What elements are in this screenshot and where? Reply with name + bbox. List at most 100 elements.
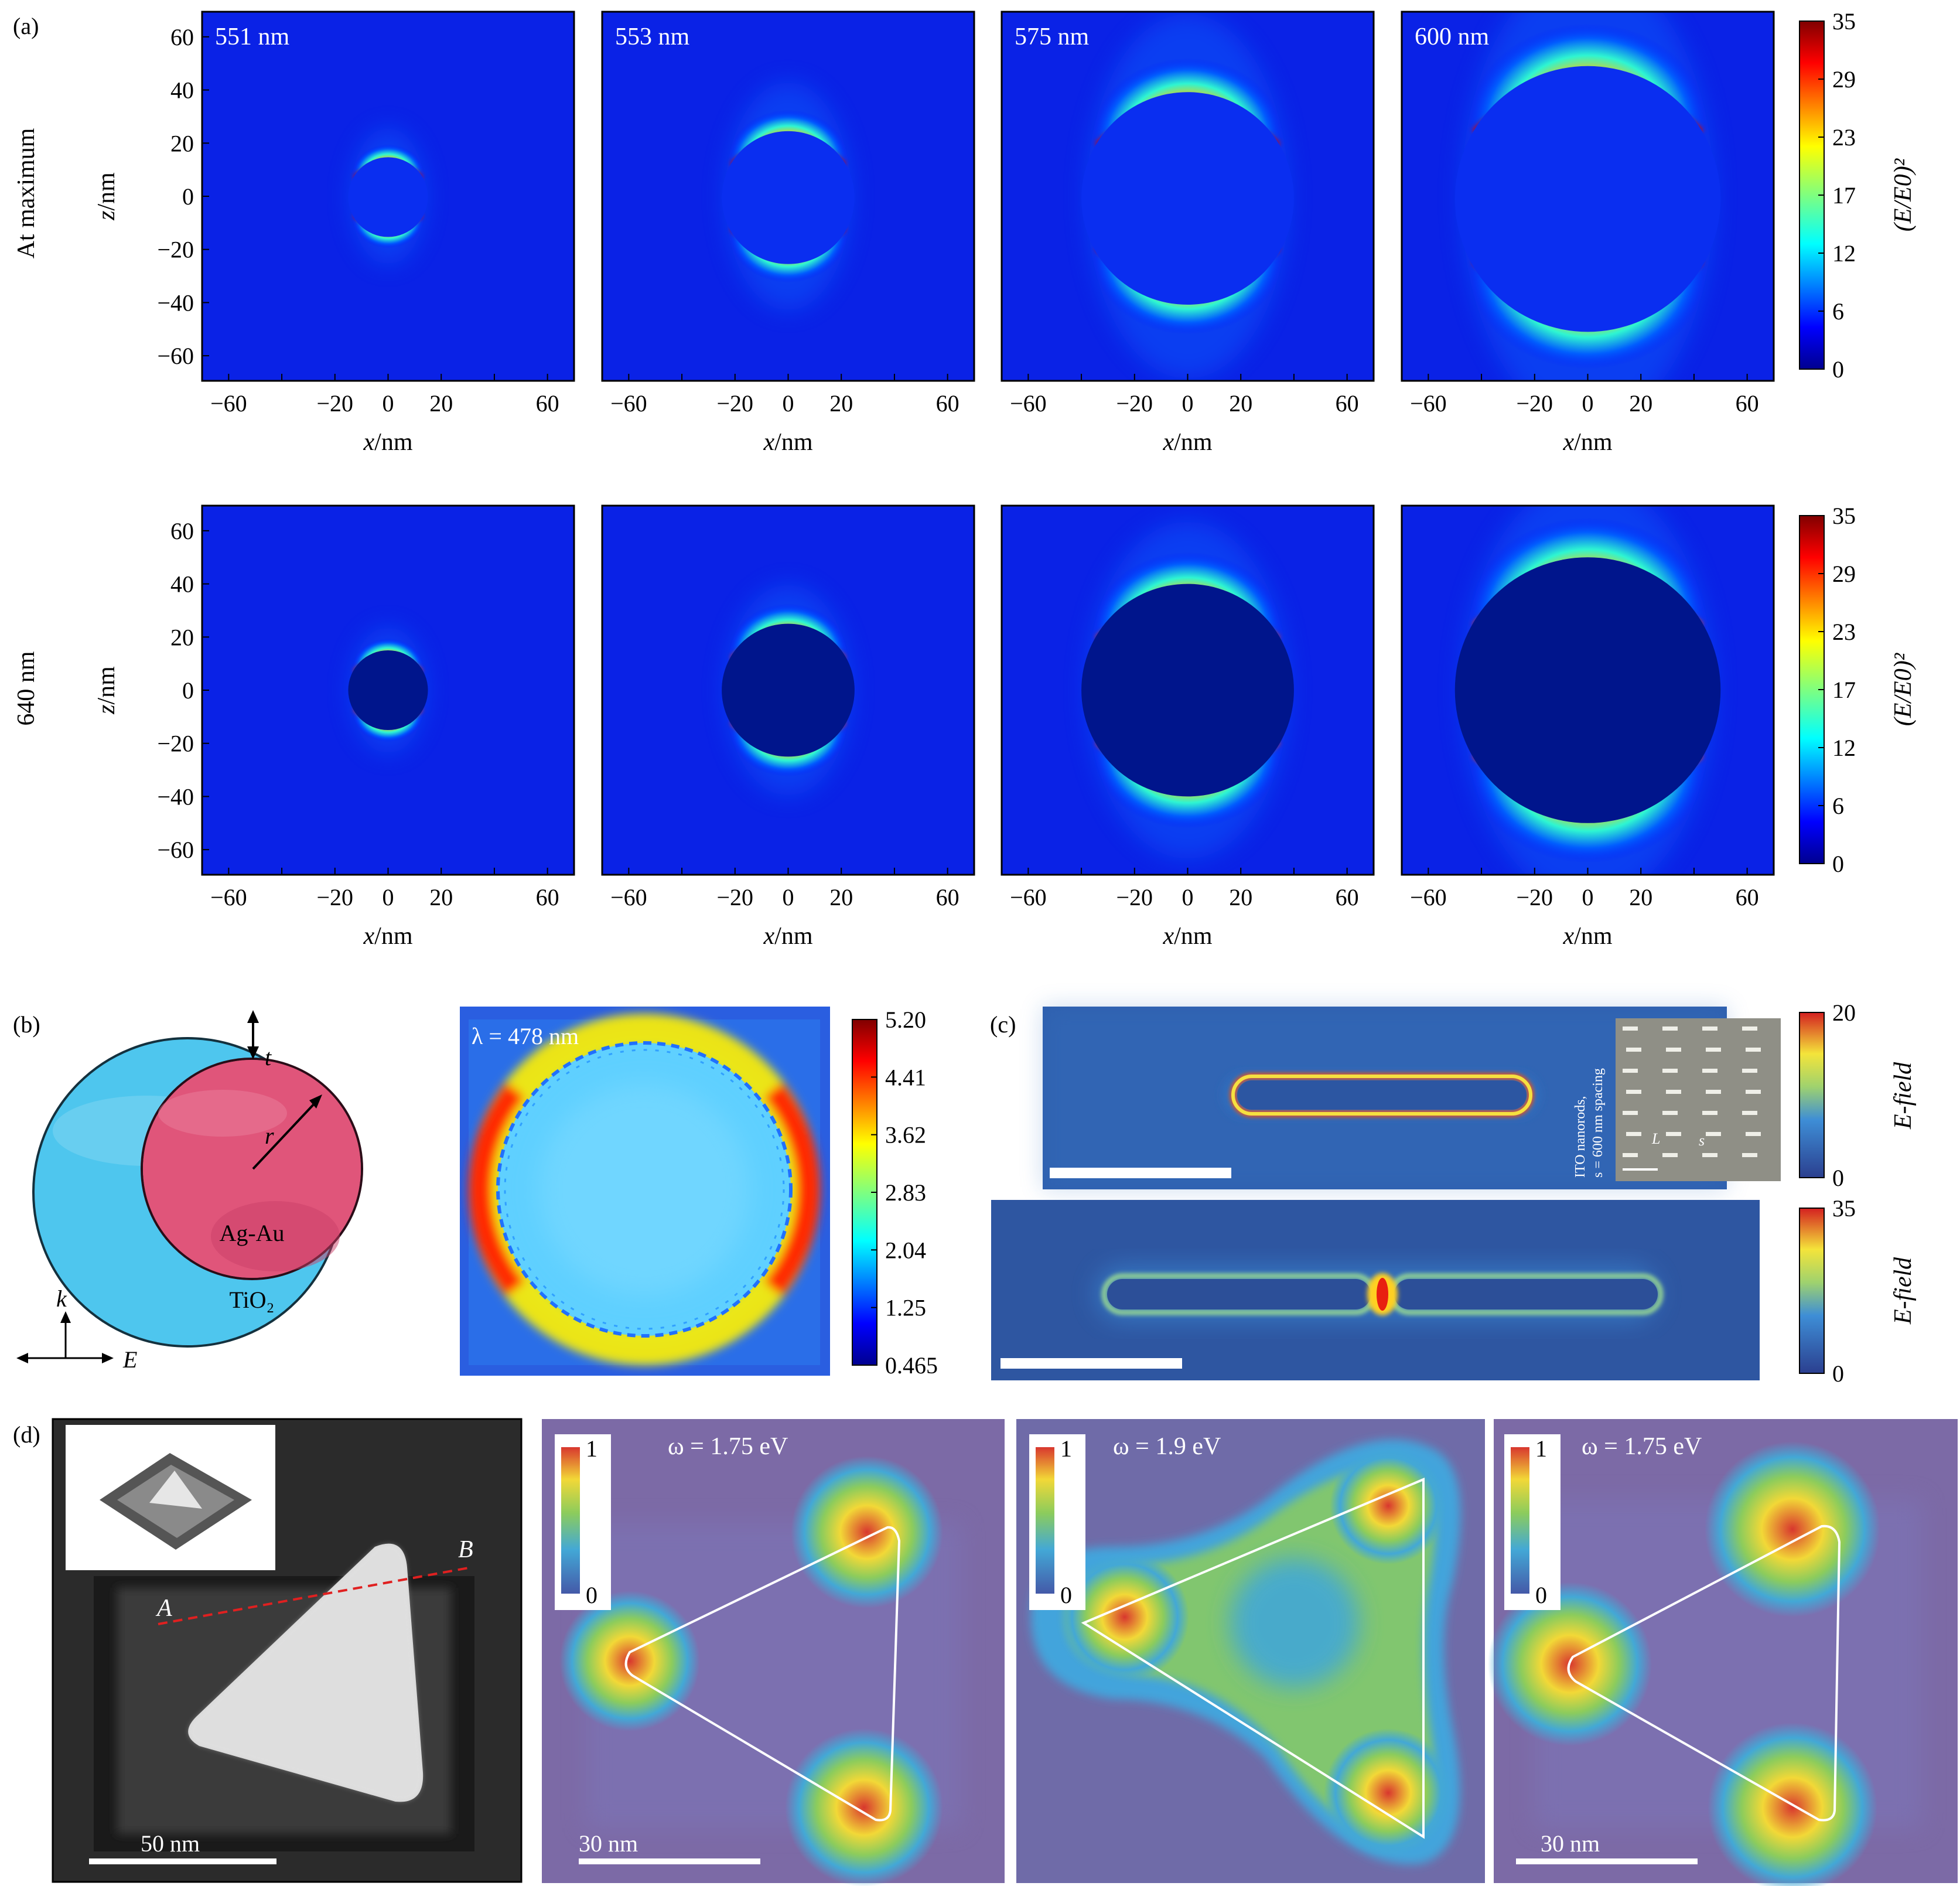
z-tick-label: −20: [157, 237, 194, 263]
x-tick-label: 0: [783, 390, 794, 417]
eels-colorbar-tick: 0: [586, 1582, 597, 1608]
column-label: 600 nm: [1415, 23, 1490, 50]
field-map-r2-c2: −60 −20 0 20 60 x/nm: [601, 504, 975, 950]
eels-colorbar-tick: 1: [586, 1435, 597, 1462]
panel-c-colorbars: 20 0 35 0 E-field E-field: [1799, 1000, 1917, 1387]
row-label-640nm: 640 nm: [13, 651, 40, 726]
field-map-r1-c4: −60 −20 0 20 60 x/nm 600 nm: [1401, 11, 1775, 456]
x-tick-label: −20: [717, 884, 754, 910]
x-tick-label: 0: [383, 884, 394, 910]
x-tick-label: 0: [783, 884, 794, 910]
x-tick-label: 60: [536, 390, 559, 417]
x-axis-label: x/nm: [363, 923, 413, 950]
x-axis-label: x/nm: [763, 923, 813, 950]
x-axis-label: x/nm: [1563, 429, 1613, 456]
panel-label-c: (c): [990, 1011, 1016, 1038]
colorbar-tick: 23: [1832, 124, 1856, 151]
x-tick-label: −60: [1010, 390, 1047, 417]
x-tick-label: −60: [1010, 884, 1047, 910]
x-tick-label: 0: [1182, 884, 1194, 910]
z-tick-label: 40: [170, 571, 194, 598]
z-tick-label: −40: [157, 783, 194, 810]
colorbar-tick: 0: [1832, 851, 1844, 877]
x-tick-label: −60: [1410, 390, 1447, 417]
panel-c-top-map: L s ITO nanorods, s = 600 nm spacing: [1043, 1007, 1781, 1189]
x-tick-label: 20: [1229, 390, 1252, 417]
shell-label: TiO₂: [230, 1287, 275, 1313]
energy-label-2: ω = 1.9 eV: [1113, 1433, 1221, 1460]
x-axis-label: x/nm: [763, 429, 813, 456]
x-tick-label: 0: [1582, 884, 1594, 910]
colorbar-b-tick: 2.83: [885, 1179, 926, 1206]
field-map-r1-c1: −60 −20 0 20 60 x/nm 60 40 20 0 −20 −40 −60 z/nm 551 n…: [93, 11, 575, 456]
x-tick-label: 60: [1736, 884, 1759, 910]
eels-map-1: ω = 1.75 eV 30 nm: [542, 1419, 1005, 1886]
panel-c-bottom-map: [991, 1200, 1760, 1380]
x-tick-label: 20: [1629, 390, 1652, 417]
colorbar-tick: 6: [1832, 298, 1844, 325]
e-label: E: [122, 1346, 137, 1373]
k-label: k: [56, 1285, 67, 1312]
colorbar-tick: 0: [1832, 356, 1844, 383]
x-tick-label: 0: [1182, 390, 1194, 417]
x-tick-label: −60: [610, 884, 647, 910]
z-tick-label: 20: [170, 130, 194, 156]
eels-map-3: ω = 1.75 eV 30 nm: [1488, 1419, 1958, 1886]
sem-inset-nanorods: [1623, 1026, 1761, 1157]
panel-label-d: (d): [13, 1421, 40, 1448]
x-tick-label: −60: [210, 390, 247, 417]
x-tick-label: 20: [429, 390, 453, 417]
panel-b-field-map: λ = 478 nm 5.20 4.41 3.62 2.83 2.04 1.25 0.465: [460, 1007, 938, 1379]
energy-label-3: ω = 1.75 eV: [1582, 1433, 1702, 1460]
x-tick-label: 20: [429, 884, 453, 910]
x-tick-label: −20: [1517, 884, 1553, 910]
eels-colorbar-tick: 0: [1535, 1582, 1547, 1608]
x-tick-label: 60: [936, 390, 959, 417]
column-label: 553 nm: [615, 23, 690, 50]
scale-bar-d2: 30 nm: [579, 1830, 638, 1857]
x-tick-label: −20: [317, 390, 354, 417]
x-axis-label: x/nm: [1163, 923, 1213, 950]
x-tick-label: 20: [829, 390, 853, 417]
colorbar-b-tick: 3.62: [885, 1122, 926, 1148]
column-label: 551 nm: [215, 23, 290, 50]
x-tick-label: 20: [1229, 884, 1252, 910]
panel-b-map-title: λ = 478 nm: [472, 1023, 579, 1049]
colorbar-tick: 12: [1832, 240, 1856, 267]
colorbar-tick: 29: [1832, 561, 1856, 587]
field-map-r2-c1: −60 −20 0 20 60 x/nm 60 40 20 0 −20 −40 −60 z/nm: [93, 504, 575, 950]
colorbar-label-row1: (E/E0)²: [1890, 158, 1917, 231]
label-t: t: [265, 1044, 272, 1070]
colorbar-c-tick: 20: [1832, 1000, 1856, 1026]
colorbar-row1: 35 29 23 17 12 6 0 (E/E0)²: [1799, 8, 1917, 383]
point-b-label: B: [458, 1536, 473, 1563]
z-axis-label: z/nm: [93, 666, 120, 715]
inset-caption-line1: ITO nanorods,: [1573, 1096, 1588, 1178]
eels-colorbar-tick: 1: [1535, 1435, 1547, 1462]
colorbar-tick: 6: [1832, 793, 1844, 819]
x-tick-label: −20: [717, 390, 754, 417]
inset-caption-line2: s = 600 nm spacing: [1590, 1068, 1606, 1178]
inset-s-label: s: [1699, 1132, 1705, 1149]
energy-label-1: ω = 1.75 eV: [668, 1433, 788, 1460]
label-r: r: [265, 1123, 274, 1149]
x-axis-label: x/nm: [1163, 429, 1213, 456]
colorbar-tick: 35: [1832, 503, 1856, 529]
colorbar-label-row2: (E/E0)²: [1890, 652, 1917, 726]
z-axis-label: z/nm: [93, 172, 120, 221]
eels-colorbar-tick: 1: [1060, 1435, 1072, 1462]
colorbar-label-c-top: E-field: [1890, 1062, 1917, 1130]
x-tick-label: 60: [1336, 390, 1359, 417]
panel-d-sem-image: A B 50 nm: [52, 1418, 523, 1883]
colorbar-tick: 17: [1832, 677, 1856, 703]
x-tick-label: −20: [317, 884, 354, 910]
core-label: Ag-Au: [219, 1220, 284, 1246]
x-axis-label: x/nm: [1563, 923, 1613, 950]
colorbar-label-c-bottom: E-field: [1890, 1257, 1917, 1325]
field-map-r2-c3: −60 −20 0 20 60 x/nm: [1001, 504, 1375, 950]
eels-map-2: ω = 1.9 eV: [1016, 1419, 1485, 1883]
x-tick-label: 60: [536, 884, 559, 910]
x-tick-label: 20: [829, 884, 853, 910]
